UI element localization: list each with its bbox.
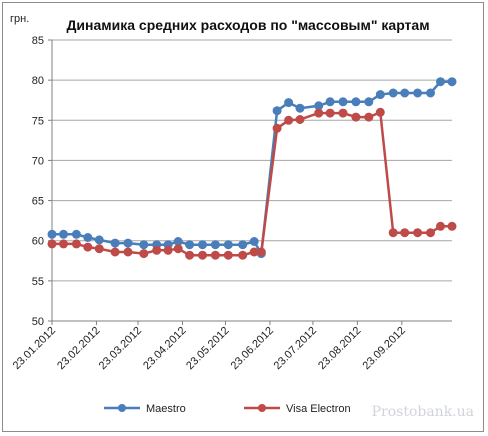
legend-swatch-marker — [118, 404, 126, 412]
legend-item: Visa Electron — [244, 403, 351, 415]
data-point — [295, 103, 305, 113]
chart-container — [2, 2, 484, 432]
data-point — [325, 108, 335, 118]
data-point — [152, 245, 162, 255]
data-point — [110, 247, 120, 257]
data-point — [284, 115, 294, 125]
data-point — [59, 229, 68, 239]
data-point — [447, 77, 457, 87]
data-point — [338, 97, 348, 107]
y-tick-label: 50 — [32, 316, 44, 328]
data-point — [272, 123, 282, 133]
data-point — [436, 221, 445, 231]
data-point — [83, 233, 93, 242]
chart-title: Динамика средних расходов по "массовым" … — [66, 17, 429, 33]
data-point — [256, 247, 266, 257]
y-tick-label: 65 — [32, 196, 44, 208]
data-point — [223, 250, 233, 260]
data-point — [110, 238, 120, 248]
data-point — [223, 240, 233, 250]
data-point — [238, 240, 248, 250]
data-point — [249, 237, 259, 246]
y-tick-label: 75 — [32, 115, 44, 127]
watermark: Prostobank.ua — [372, 404, 474, 420]
axes: 505560657075808523.01.201223.02.201223.0… — [11, 35, 452, 372]
data-point — [436, 77, 445, 87]
data-point — [400, 228, 410, 238]
data-point — [388, 88, 398, 98]
y-tick-label: 80 — [32, 75, 44, 87]
data-point — [71, 229, 81, 239]
x-tick-label: 23.08.2012 — [316, 325, 363, 372]
x-tick-label: 23.06.2012 — [229, 325, 276, 372]
legend: Maestro Visa Electron — [104, 403, 351, 415]
legend-item: Maestro — [104, 403, 186, 415]
data-point — [364, 112, 374, 122]
data-point — [272, 106, 282, 116]
y-axis-label: грн. — [10, 13, 29, 25]
data-point — [351, 112, 361, 122]
data-point — [83, 242, 93, 252]
data-point — [238, 250, 248, 260]
data-point — [94, 235, 104, 245]
data-point — [413, 228, 423, 238]
y-tick-label: 60 — [32, 236, 44, 248]
data-point — [388, 228, 398, 238]
data-point — [284, 98, 294, 108]
x-tick-label: 23.03.2012 — [97, 325, 144, 372]
legend-label: Maestro — [146, 403, 186, 415]
data-point — [185, 250, 195, 260]
data-point — [198, 250, 207, 260]
x-tick-label: 23.02.2012 — [55, 325, 102, 372]
data-point — [413, 88, 423, 98]
data-point — [364, 97, 374, 107]
data-point — [139, 240, 149, 250]
legend-label: Visa Electron — [286, 403, 351, 415]
data-point — [375, 107, 385, 117]
data-point — [325, 97, 335, 107]
x-tick-label: 23.01.2012 — [11, 325, 58, 372]
data-point — [426, 88, 435, 98]
data-point — [400, 88, 410, 98]
x-tick-label: 23.07.2012 — [272, 325, 319, 372]
data-point — [338, 108, 348, 118]
series-layer — [47, 77, 457, 260]
data-point — [447, 221, 457, 231]
data-point — [173, 244, 183, 254]
gridlines — [52, 39, 452, 322]
data-point — [426, 228, 435, 238]
data-point — [139, 249, 149, 259]
data-point — [47, 229, 57, 239]
data-point — [314, 108, 324, 118]
data-point — [123, 238, 133, 248]
data-point — [47, 239, 57, 249]
data-point — [198, 240, 207, 250]
legend-swatch-marker — [258, 404, 266, 412]
x-tick-label: 23.04.2012 — [141, 325, 188, 372]
data-point — [123, 247, 133, 257]
data-point — [295, 115, 305, 124]
data-point — [210, 250, 220, 260]
data-point — [375, 90, 385, 100]
series-visa-electron — [47, 107, 457, 260]
data-point — [185, 240, 195, 250]
x-tick-label: 23.09.2012 — [361, 325, 408, 372]
data-point — [163, 245, 173, 255]
data-point — [71, 239, 81, 249]
x-tick-label: 23.05.2012 — [184, 325, 231, 372]
y-tick-label: 55 — [32, 276, 44, 288]
data-point — [210, 240, 220, 250]
data-point — [59, 239, 68, 249]
y-tick-label: 85 — [32, 35, 44, 47]
y-tick-label: 70 — [32, 155, 44, 167]
data-point — [351, 97, 361, 107]
data-point — [94, 244, 104, 254]
